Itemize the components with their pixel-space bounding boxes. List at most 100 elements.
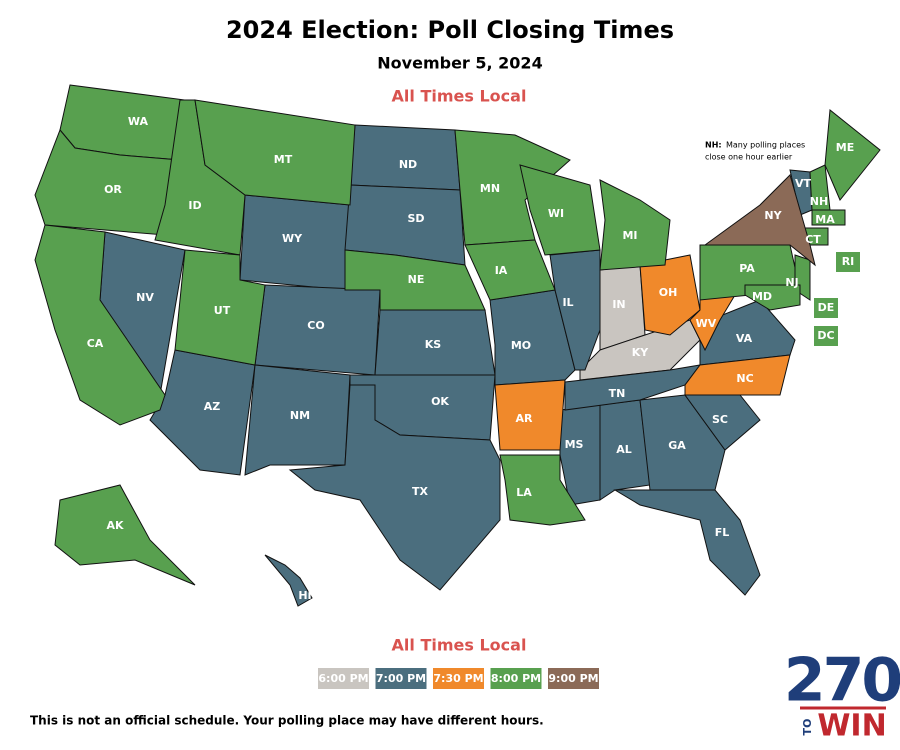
states: IN KY VT NV WY AZ CO NM ND SD KS OK TX MO IL MS AL GA SC VA…: [34, 84, 881, 607]
state: [811, 209, 846, 226]
state-label: HI: [298, 589, 311, 602]
state-box: [814, 298, 838, 318]
state-label: AK: [106, 519, 124, 532]
legend-swatch: [490, 668, 542, 689]
nh-note-text: Many polling places: [726, 141, 805, 150]
state-label: MI: [622, 229, 637, 242]
state-box: [836, 252, 860, 272]
state-label: VA: [736, 332, 753, 345]
state-label: MA: [815, 213, 835, 226]
logo-win: WIN: [817, 709, 886, 744]
footer: This is not an official schedule. Your p…: [30, 714, 544, 728]
state-box: [814, 326, 838, 346]
state: [744, 284, 801, 311]
state: [499, 454, 586, 526]
state: [639, 394, 726, 491]
state-label: ID: [188, 199, 201, 212]
legend-label: 8:00 PM: [491, 672, 541, 685]
state: [264, 554, 313, 607]
legend-label: 7:00 PM: [376, 672, 426, 685]
state-label: RI: [842, 255, 855, 268]
logo-number: 270: [784, 646, 900, 716]
state-label: NC: [736, 372, 753, 385]
logo: 270 TO WIN: [784, 646, 900, 744]
state-label: NH: [810, 195, 828, 208]
state-label: OR: [104, 183, 122, 196]
state: [54, 484, 196, 586]
state-label: OH: [659, 286, 678, 299]
state-label: SC: [712, 413, 728, 426]
state-label: AR: [516, 412, 534, 425]
state-label: NY: [764, 209, 782, 222]
state-label: PA: [739, 262, 755, 275]
state: [684, 354, 791, 396]
state-label: KS: [425, 338, 442, 351]
state: [288, 384, 501, 591]
legend-label: 7:30 PM: [433, 672, 483, 685]
legend-swatch: [375, 668, 427, 689]
state-label: CO: [307, 319, 324, 332]
state-label: AZ: [204, 400, 221, 413]
state-label: IA: [495, 264, 508, 277]
state-label: WY: [282, 232, 303, 245]
state-label: NM: [290, 409, 310, 422]
legend-title: All Times Local: [392, 636, 527, 655]
state: [613, 489, 761, 596]
state: [34, 224, 166, 426]
legend-swatch: [433, 668, 484, 689]
state-label: ND: [399, 158, 417, 171]
legend-label: 6:00 PM: [318, 672, 368, 685]
state-label: DE: [818, 301, 835, 314]
state-label: VT: [795, 177, 812, 190]
state-label: KY: [632, 346, 650, 359]
state-label: TX: [412, 485, 429, 498]
state-label: WA: [128, 115, 149, 128]
nh-note-abbr: NH:: [705, 141, 722, 150]
legend-label: 9:00 PM: [548, 672, 598, 685]
state: [494, 379, 566, 451]
state-label: DC: [817, 329, 834, 342]
state: [194, 99, 356, 206]
state-label: MD: [752, 290, 772, 303]
state-label: SD: [407, 212, 424, 225]
state-label: NV: [136, 291, 154, 304]
legend: 6:00 PM 7:00 PM 7:30 PM 8:00 PM 9:00 PM: [318, 668, 599, 689]
state-label: MS: [565, 438, 584, 451]
subtitle: November 5, 2024: [377, 54, 542, 73]
state-label: IN: [612, 298, 625, 311]
state-label: GA: [668, 439, 686, 452]
state: [454, 129, 571, 246]
state: [639, 254, 701, 336]
state-label: TN: [609, 387, 626, 400]
state: [599, 179, 671, 271]
nh-note-text: close one hour earlier: [705, 153, 793, 162]
legend-swatch: [548, 668, 599, 689]
state: [703, 174, 816, 267]
state-label: FL: [715, 526, 730, 539]
state: [464, 239, 556, 301]
state-label: OK: [431, 395, 449, 408]
state-label: WI: [548, 207, 564, 220]
state-label: CT: [805, 233, 821, 246]
state: [519, 164, 601, 256]
legend-swatch: [318, 668, 369, 689]
state: [149, 349, 256, 476]
state: [174, 249, 266, 366]
state-label: WV: [696, 317, 717, 330]
state-label: CA: [87, 337, 104, 350]
state-label: LA: [516, 486, 532, 499]
state: [244, 364, 351, 476]
state-label: IL: [562, 296, 573, 309]
logo-to: TO: [801, 719, 814, 736]
header-note: All Times Local: [392, 87, 527, 106]
state: [344, 249, 486, 311]
state-label: MO: [511, 339, 531, 352]
state-label: NE: [408, 273, 425, 286]
state-label: UT: [214, 304, 231, 317]
state-label: MT: [274, 153, 293, 166]
state-label: AL: [616, 443, 632, 456]
state-label: ME: [836, 141, 854, 154]
state: [824, 109, 881, 201]
state-label: MN: [480, 182, 500, 195]
